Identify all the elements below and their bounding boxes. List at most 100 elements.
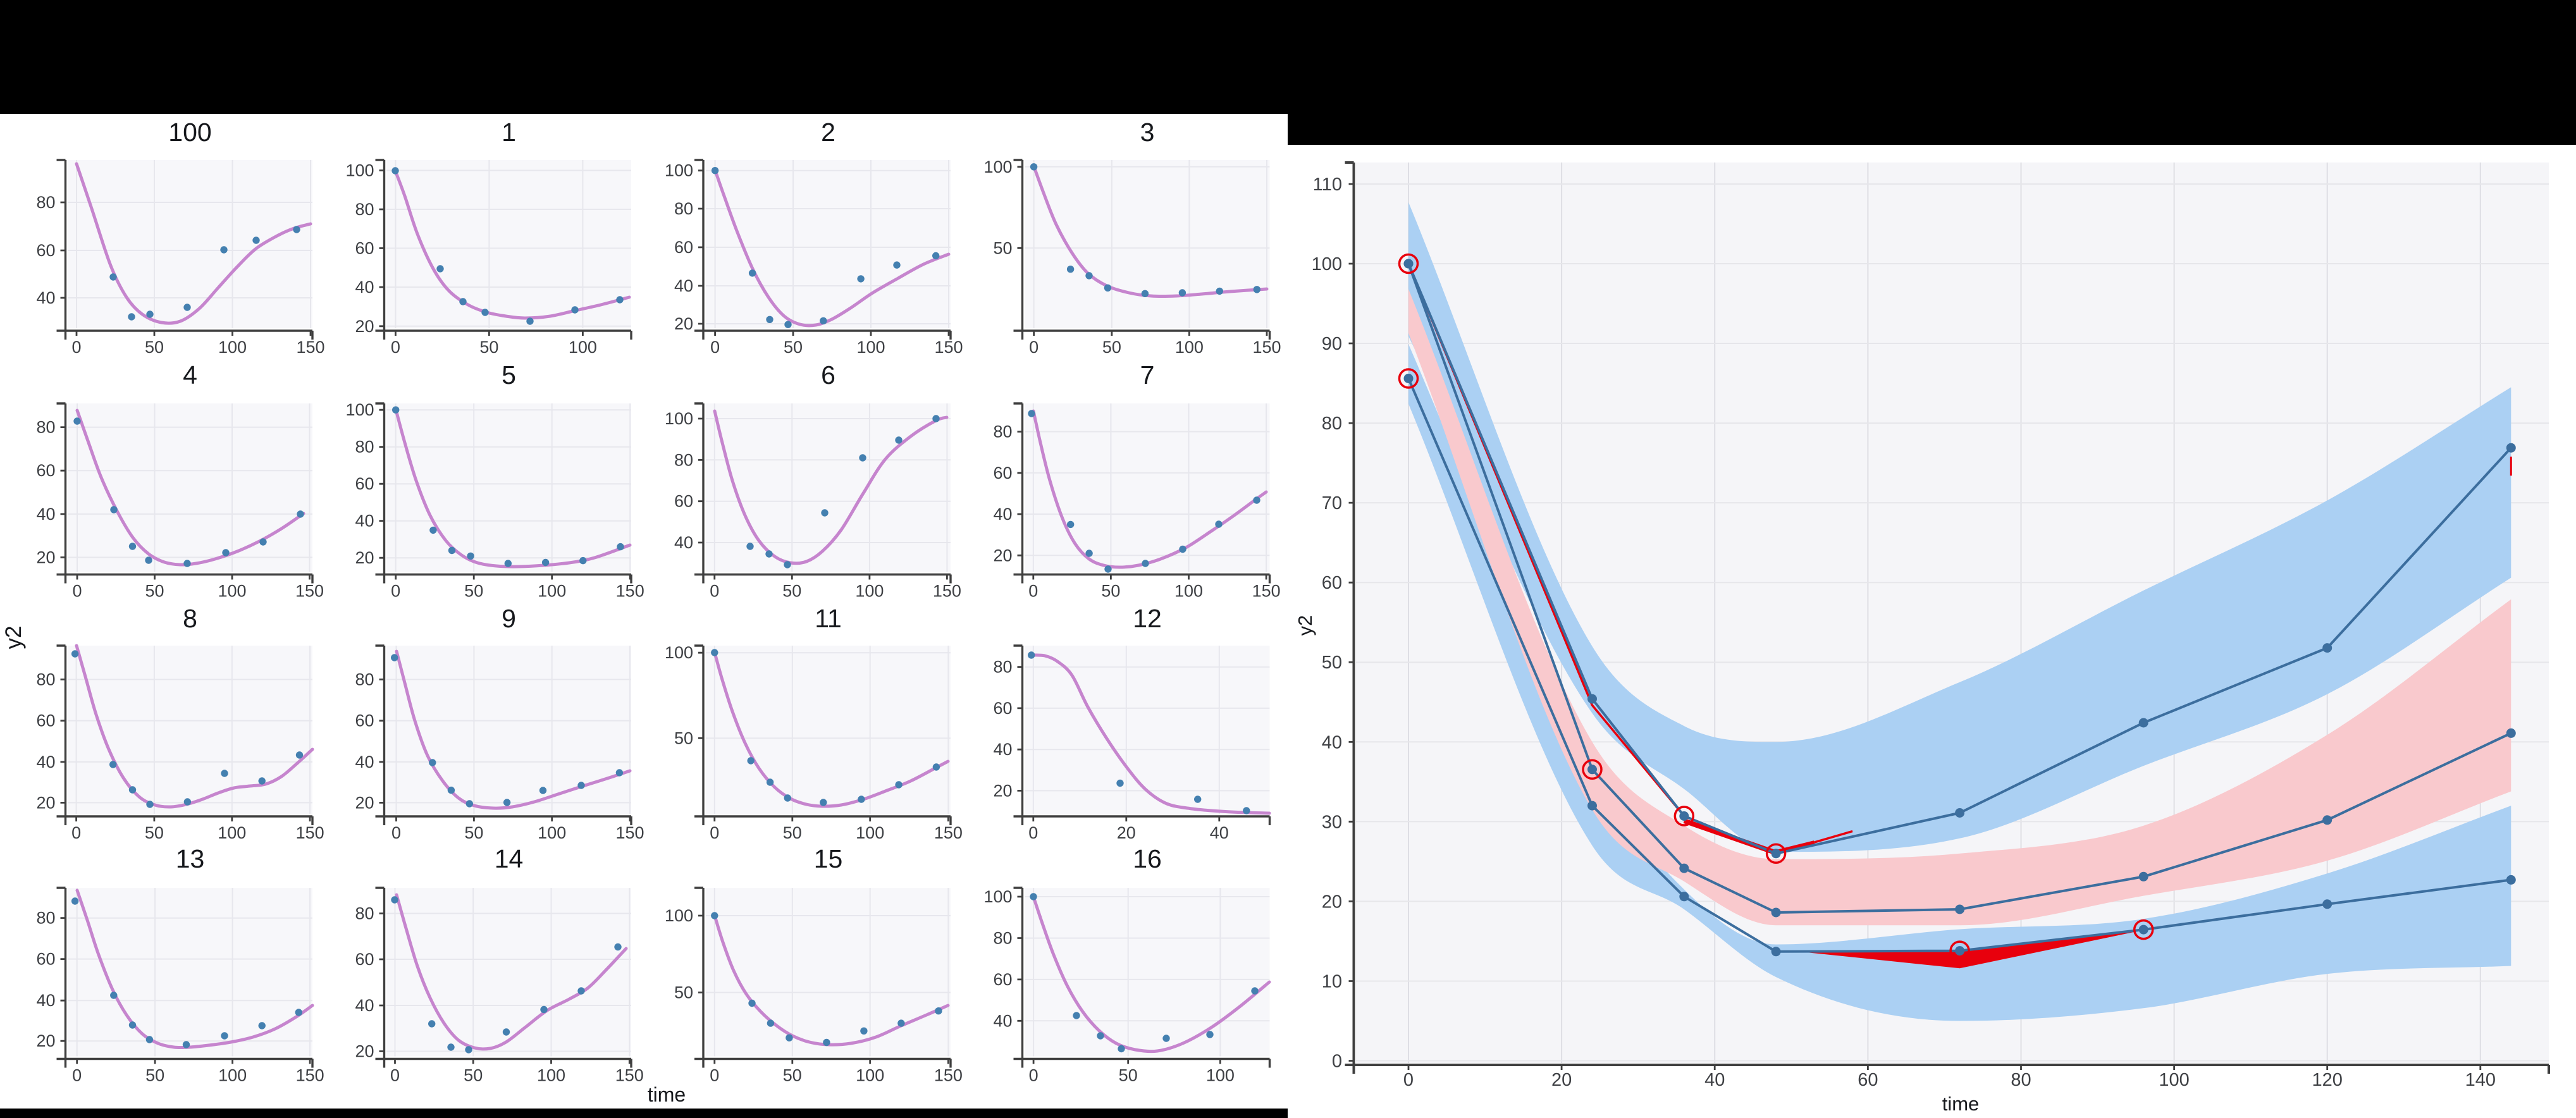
- svg-text:40: 40: [1210, 823, 1229, 842]
- svg-text:100: 100: [665, 643, 693, 662]
- svg-text:150: 150: [934, 823, 963, 842]
- svg-text:70: 70: [1322, 493, 1342, 513]
- svg-text:50: 50: [464, 823, 483, 842]
- svg-text:0: 0: [1403, 1070, 1414, 1090]
- svg-text:50: 50: [674, 728, 693, 747]
- svg-text:40: 40: [355, 278, 374, 297]
- svg-text:7: 7: [1140, 360, 1155, 390]
- svg-text:150: 150: [933, 582, 961, 601]
- svg-text:150: 150: [296, 1066, 324, 1085]
- svg-text:100: 100: [345, 161, 374, 180]
- svg-text:50: 50: [464, 582, 483, 601]
- svg-text:40: 40: [36, 505, 55, 524]
- svg-text:40: 40: [1322, 732, 1342, 752]
- svg-text:10: 10: [1322, 972, 1342, 992]
- svg-text:100: 100: [983, 887, 1012, 906]
- svg-text:0: 0: [1332, 1052, 1342, 1072]
- svg-text:40: 40: [36, 752, 55, 771]
- svg-text:150: 150: [934, 1066, 963, 1085]
- svg-text:40: 40: [1704, 1070, 1725, 1090]
- svg-text:11: 11: [815, 604, 842, 633]
- svg-text:60: 60: [36, 241, 55, 260]
- svg-text:40: 40: [36, 288, 55, 307]
- svg-text:60: 60: [355, 711, 374, 730]
- svg-text:20: 20: [355, 317, 374, 336]
- svg-text:0: 0: [71, 823, 81, 842]
- svg-text:50: 50: [145, 338, 164, 357]
- svg-text:80: 80: [355, 438, 374, 457]
- svg-text:100: 100: [1175, 338, 1204, 357]
- svg-text:0: 0: [391, 823, 401, 842]
- svg-text:50: 50: [145, 823, 164, 842]
- svg-text:60: 60: [674, 238, 693, 257]
- svg-text:100: 100: [665, 906, 693, 925]
- svg-text:40: 40: [993, 740, 1012, 759]
- svg-text:20: 20: [993, 546, 1012, 565]
- svg-text:80: 80: [355, 200, 374, 219]
- svg-text:time: time: [1942, 1093, 1980, 1115]
- svg-text:100: 100: [856, 823, 884, 842]
- svg-text:100: 100: [855, 582, 884, 601]
- svg-text:100: 100: [665, 409, 693, 428]
- svg-text:40: 40: [355, 752, 374, 771]
- svg-text:100: 100: [538, 823, 566, 842]
- svg-text:0: 0: [1028, 582, 1038, 601]
- svg-text:60: 60: [36, 461, 55, 480]
- svg-text:20: 20: [36, 793, 55, 812]
- svg-text:20: 20: [993, 781, 1012, 800]
- svg-text:80: 80: [36, 909, 55, 928]
- svg-text:80: 80: [674, 450, 693, 469]
- svg-text:0: 0: [390, 1066, 400, 1085]
- svg-text:6: 6: [821, 360, 835, 390]
- svg-text:60: 60: [355, 474, 374, 493]
- svg-text:100: 100: [345, 400, 374, 419]
- svg-text:50: 50: [783, 823, 802, 842]
- svg-text:80: 80: [36, 670, 55, 689]
- svg-text:1: 1: [502, 118, 516, 147]
- svg-text:2: 2: [821, 118, 835, 147]
- svg-text:40: 40: [993, 505, 1012, 524]
- svg-text:20: 20: [1551, 1070, 1572, 1090]
- svg-text:60: 60: [36, 950, 55, 969]
- svg-text:60: 60: [1858, 1070, 1878, 1090]
- svg-text:140: 140: [2465, 1070, 2496, 1090]
- svg-text:40: 40: [674, 276, 693, 295]
- svg-text:100: 100: [983, 157, 1012, 176]
- svg-text:60: 60: [993, 970, 1012, 989]
- svg-text:20: 20: [355, 793, 374, 812]
- svg-text:20: 20: [355, 548, 374, 567]
- svg-text:60: 60: [1322, 573, 1342, 593]
- svg-text:50: 50: [479, 338, 498, 357]
- svg-text:y2: y2: [1294, 615, 1316, 636]
- svg-text:15: 15: [814, 844, 843, 873]
- svg-text:80: 80: [1322, 414, 1342, 434]
- svg-text:50: 50: [783, 1066, 802, 1085]
- svg-text:20: 20: [1117, 823, 1136, 842]
- svg-text:0: 0: [72, 582, 82, 601]
- svg-text:50: 50: [784, 338, 803, 357]
- svg-text:80: 80: [993, 658, 1012, 677]
- svg-text:150: 150: [296, 823, 324, 842]
- svg-text:50: 50: [993, 238, 1012, 257]
- svg-text:0: 0: [710, 823, 719, 842]
- svg-text:20: 20: [1322, 892, 1342, 912]
- svg-text:50: 50: [1102, 338, 1121, 357]
- svg-text:100: 100: [665, 161, 693, 180]
- svg-text:5: 5: [502, 360, 516, 390]
- svg-text:50: 50: [464, 1066, 483, 1085]
- svg-text:50: 50: [782, 582, 801, 601]
- svg-text:100: 100: [168, 118, 211, 147]
- svg-text:0: 0: [710, 582, 719, 601]
- svg-text:80: 80: [993, 929, 1012, 948]
- svg-text:0: 0: [391, 338, 400, 357]
- svg-text:50: 50: [145, 1066, 164, 1085]
- svg-text:150: 150: [1252, 338, 1281, 357]
- svg-text:50: 50: [145, 582, 164, 601]
- svg-text:20: 20: [36, 1031, 55, 1050]
- svg-text:0: 0: [391, 582, 400, 601]
- svg-text:80: 80: [2011, 1070, 2031, 1090]
- svg-text:0: 0: [1029, 338, 1038, 357]
- svg-text:100: 100: [1174, 582, 1203, 601]
- svg-text:60: 60: [993, 699, 1012, 718]
- svg-text:y2: y2: [1, 626, 26, 649]
